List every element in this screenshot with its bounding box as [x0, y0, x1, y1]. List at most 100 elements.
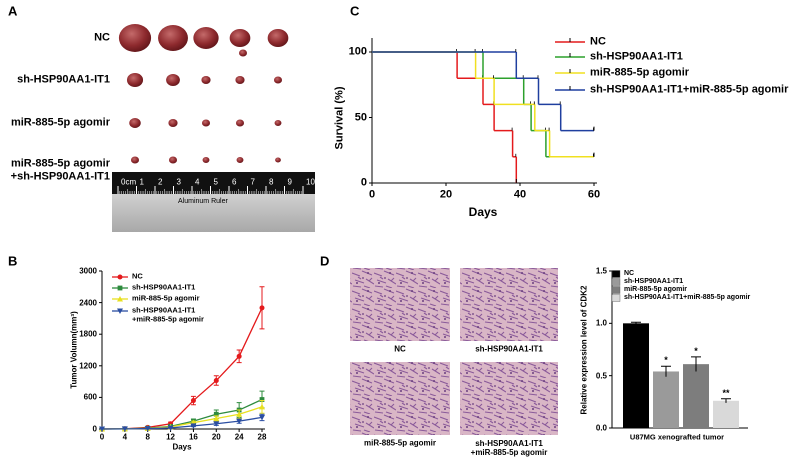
- x-tick-label: 0: [368, 188, 376, 201]
- y-tick-label: 1.5: [595, 266, 607, 276]
- group-label: miR-885-5p agomir: [10, 116, 110, 129]
- legend-label: NC: [132, 271, 143, 281]
- x-tick-label: U87MG xenografted tumor: [629, 432, 725, 442]
- legend-label: sh-HSP90AA1-IT1: [624, 277, 684, 285]
- y-tick-label: 1200: [79, 361, 97, 371]
- y-tick-label: 1.0: [595, 318, 607, 328]
- tumor: [166, 74, 180, 86]
- ruler-name: Aluminum Ruler: [178, 197, 228, 205]
- point: [213, 411, 219, 417]
- point: [117, 285, 123, 291]
- y-tick-label: 1800: [79, 329, 97, 339]
- tumor: [126, 73, 144, 87]
- y-tick-label: 0.5: [595, 371, 607, 381]
- ruler-number: 1: [139, 177, 144, 187]
- x-axis-label: Days: [172, 442, 192, 452]
- tumor: [229, 29, 251, 47]
- x-tick-label: 0: [99, 432, 105, 442]
- point: [117, 274, 123, 280]
- legend-label: miR-885-5p agomir: [132, 293, 200, 303]
- error-bar: [691, 356, 701, 372]
- tumor: [201, 119, 211, 127]
- micrograph: [460, 268, 558, 341]
- significance-mark: *: [664, 355, 668, 366]
- y-tick-label: 600: [83, 392, 97, 402]
- x-tick-label: 8: [145, 432, 150, 442]
- y-axis-label: Relative expression level of CDK2: [579, 285, 589, 414]
- bar: [683, 364, 709, 428]
- point: [236, 418, 243, 425]
- ruler-scale: [112, 172, 315, 194]
- ruler-number: 9: [287, 177, 292, 187]
- point: [190, 423, 197, 429]
- x-tick-label: 16: [188, 432, 198, 442]
- x-tick-label: 12: [166, 432, 176, 442]
- panel-label: C: [350, 3, 360, 19]
- bar: [653, 371, 679, 428]
- error-bar: [661, 365, 671, 377]
- point: [236, 353, 242, 359]
- point: [213, 415, 220, 421]
- y-tick-label: 0: [92, 424, 97, 434]
- tumor: [267, 29, 289, 47]
- point: [117, 308, 123, 314]
- point: [121, 426, 128, 432]
- point: [259, 414, 265, 421]
- x-tick-label: 20: [211, 432, 221, 442]
- ruler-number: 7: [250, 177, 255, 187]
- tumor: [168, 156, 178, 164]
- x-tick-label: 60: [587, 188, 601, 201]
- tumor: [235, 76, 245, 84]
- ruler-number: 6: [232, 177, 237, 187]
- significance-mark: **: [722, 387, 730, 398]
- error-bar: [721, 398, 731, 403]
- legend-label: NC: [590, 35, 606, 48]
- tumor: [202, 157, 210, 163]
- series-line: [101, 416, 263, 430]
- legend-label: miR-885-5p agomir: [590, 66, 690, 79]
- point: [213, 421, 220, 427]
- y-tick-label: 0: [360, 176, 367, 189]
- legend-label: sh-HSP90AA1-IT1 +miR-885-5p agomir: [132, 305, 204, 323]
- ruler-number: 3: [176, 177, 181, 187]
- ruler-number: 2: [158, 177, 163, 187]
- error-bar: [631, 321, 641, 325]
- x-tick-label: 28: [257, 432, 267, 442]
- bar: [623, 323, 649, 428]
- tumor: [235, 119, 245, 127]
- tumor: [193, 27, 219, 49]
- legend-label: miR-885-5p agomir: [624, 285, 688, 293]
- ruler-number: 0cm: [121, 177, 137, 187]
- legend-label: NC: [624, 269, 635, 277]
- point: [117, 296, 123, 302]
- y-tick-label: 2400: [79, 298, 97, 307]
- y-tick-label: 100: [348, 45, 367, 58]
- legend-swatch: [611, 286, 621, 294]
- micrograph: [460, 362, 558, 435]
- legend-swatch: [611, 294, 621, 302]
- y-axis-label: Survival (%): [333, 86, 346, 149]
- panel-label: D: [320, 253, 330, 269]
- legend-label: sh-HSP90AA1-IT1+miR-885-5p agomir: [590, 83, 789, 96]
- bar: [713, 400, 739, 428]
- x-tick-label: 40: [513, 188, 527, 201]
- tumor: [168, 119, 178, 127]
- tumor: [274, 120, 282, 126]
- image-label: NC: [394, 344, 406, 354]
- point: [144, 426, 151, 432]
- tumor: [239, 49, 247, 57]
- tumor: [275, 157, 281, 163]
- micrograph: [350, 362, 450, 435]
- significance-mark: *: [694, 345, 698, 356]
- y-tick-label: 0.0: [595, 423, 607, 433]
- y-tick-label: 50: [354, 111, 367, 124]
- x-axis-label: Days: [468, 205, 498, 220]
- image-label: sh-HSP90AA1-IT1 +miR-885-5p agomir: [470, 438, 548, 457]
- tumor: [130, 156, 140, 164]
- point: [236, 411, 243, 417]
- point: [259, 397, 265, 402]
- panel-label: B: [8, 253, 18, 269]
- point: [167, 425, 174, 431]
- tumor: [236, 157, 244, 163]
